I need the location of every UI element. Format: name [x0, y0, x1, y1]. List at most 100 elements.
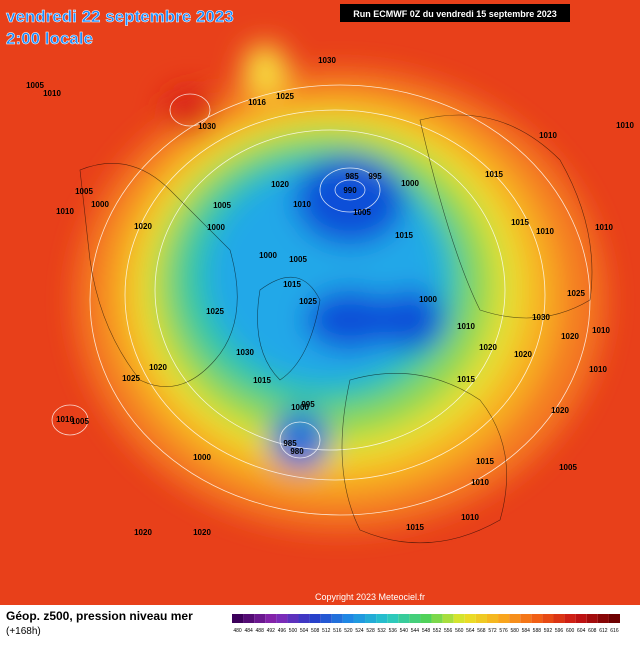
- scale-label: 552: [433, 628, 442, 634]
- pressure-label: 1015: [485, 170, 503, 179]
- footer-title: Géop. z500, pression niveau mer: [6, 609, 193, 623]
- copyright: Copyright 2023 Meteociel.fr: [315, 592, 425, 602]
- scale-label: 540: [400, 628, 409, 634]
- scale-label: 524: [355, 628, 364, 634]
- pressure-label: 1000: [291, 403, 309, 412]
- scale-swatch: [376, 614, 388, 623]
- scale-label: 544: [411, 628, 420, 634]
- scale-swatch: [564, 614, 576, 623]
- scale-swatch: [608, 614, 620, 623]
- pressure-label: 1025: [122, 374, 140, 383]
- pressure-label: 1020: [134, 528, 152, 537]
- pressure-label: 1010: [43, 89, 61, 98]
- pressure-label: 1020: [479, 343, 497, 352]
- scale-swatch: [232, 614, 244, 623]
- pressure-label: 990: [343, 186, 357, 195]
- pressure-label: 1000: [401, 179, 419, 188]
- footer-subtitle: (+168h): [6, 626, 41, 637]
- pressure-label: 1016: [248, 98, 266, 107]
- scale-label: 496: [278, 628, 287, 634]
- scale-swatch: [254, 614, 266, 623]
- pressure-label: 1000: [259, 251, 277, 260]
- pressure-label: 1020: [149, 363, 167, 372]
- scale-swatch: [542, 614, 554, 623]
- subtitle: 2:00 locale: [6, 29, 93, 48]
- scale-label: 492: [267, 628, 276, 634]
- scale-swatch: [320, 614, 332, 623]
- scale-label: 580: [511, 628, 520, 634]
- scale-swatch: [298, 614, 310, 623]
- scale-swatch: [387, 614, 399, 623]
- scale-label: 576: [499, 628, 508, 634]
- scale-label: 596: [555, 628, 564, 634]
- scale-swatch: [597, 614, 609, 623]
- pressure-label: 1005: [213, 201, 231, 210]
- scale-swatch: [409, 614, 421, 623]
- scale-label: 488: [256, 628, 265, 634]
- scale-swatch: [353, 614, 366, 623]
- scale-label: 528: [366, 628, 375, 634]
- pressure-label: 1030: [236, 348, 254, 357]
- scale-swatch: [442, 614, 454, 623]
- pressure-label: 1030: [532, 313, 550, 322]
- scale-label: 508: [311, 628, 320, 634]
- pressure-label: 1010: [56, 415, 74, 424]
- pressure-label: 1015: [283, 280, 301, 289]
- pressure-label: 1010: [595, 223, 613, 232]
- scale-label: 560: [455, 628, 464, 634]
- pressure-label: 1005: [26, 81, 44, 90]
- pressure-label: 1015: [476, 457, 494, 466]
- pressure-label: 1010: [471, 478, 489, 487]
- scale-label: 604: [577, 628, 586, 634]
- pressure-label: 1010: [589, 365, 607, 374]
- pressure-label: 1005: [71, 417, 89, 426]
- scale-label: 588: [533, 628, 542, 634]
- scale-swatch: [243, 614, 255, 623]
- scale-swatch: [509, 614, 521, 623]
- title: vendredi 22 septembre 2023: [6, 7, 234, 26]
- scale-label: 616: [610, 628, 619, 634]
- scale-swatch: [276, 614, 288, 623]
- pressure-label: 995: [301, 400, 315, 409]
- scale-label: 504: [300, 628, 309, 634]
- scale-label: 592: [544, 628, 553, 634]
- pressure-label: 1010: [461, 513, 479, 522]
- pressure-label: 1020: [134, 222, 152, 231]
- pressure-label: 1010: [56, 207, 74, 216]
- pressure-label: 1000: [193, 453, 211, 462]
- scale-swatch: [342, 614, 354, 623]
- scale-swatch: [531, 614, 543, 623]
- scale-label: 612: [599, 628, 608, 634]
- scale-swatch: [464, 614, 476, 623]
- pressure-label: 1020: [271, 180, 289, 189]
- pressure-label: 1005: [559, 463, 577, 472]
- scale-swatch: [398, 614, 410, 623]
- scale-label: 572: [488, 628, 497, 634]
- pressure-label: 1025: [567, 289, 585, 298]
- pressure-label: 1005: [353, 208, 371, 217]
- run-info: Run ECMWF 0Z du vendredi 15 septembre 20…: [353, 9, 557, 19]
- pressure-label: 1030: [318, 56, 336, 65]
- scale-swatch: [309, 614, 321, 623]
- pressure-label: 1005: [75, 187, 93, 196]
- scale-label: 608: [588, 628, 597, 634]
- pressure-label: 1020: [514, 350, 532, 359]
- scale-label: 480: [233, 628, 242, 634]
- pressure-label: 1000: [419, 295, 437, 304]
- pressure-label: 1020: [551, 406, 569, 415]
- pressure-label: 1020: [193, 528, 211, 537]
- scale-swatch: [365, 614, 377, 623]
- pressure-label: 985: [283, 439, 297, 448]
- scale-swatch: [475, 614, 487, 623]
- scale-label: 564: [466, 628, 475, 634]
- pressure-label: 1010: [536, 227, 554, 236]
- scale-swatch: [420, 614, 432, 623]
- pressure-label: 980: [290, 447, 304, 456]
- pressure-label: 995: [368, 172, 382, 181]
- scale-swatch: [453, 614, 465, 623]
- pressure-label: 1015: [406, 523, 424, 532]
- pressure-label: 1000: [91, 200, 109, 209]
- scale-swatch: [486, 614, 499, 623]
